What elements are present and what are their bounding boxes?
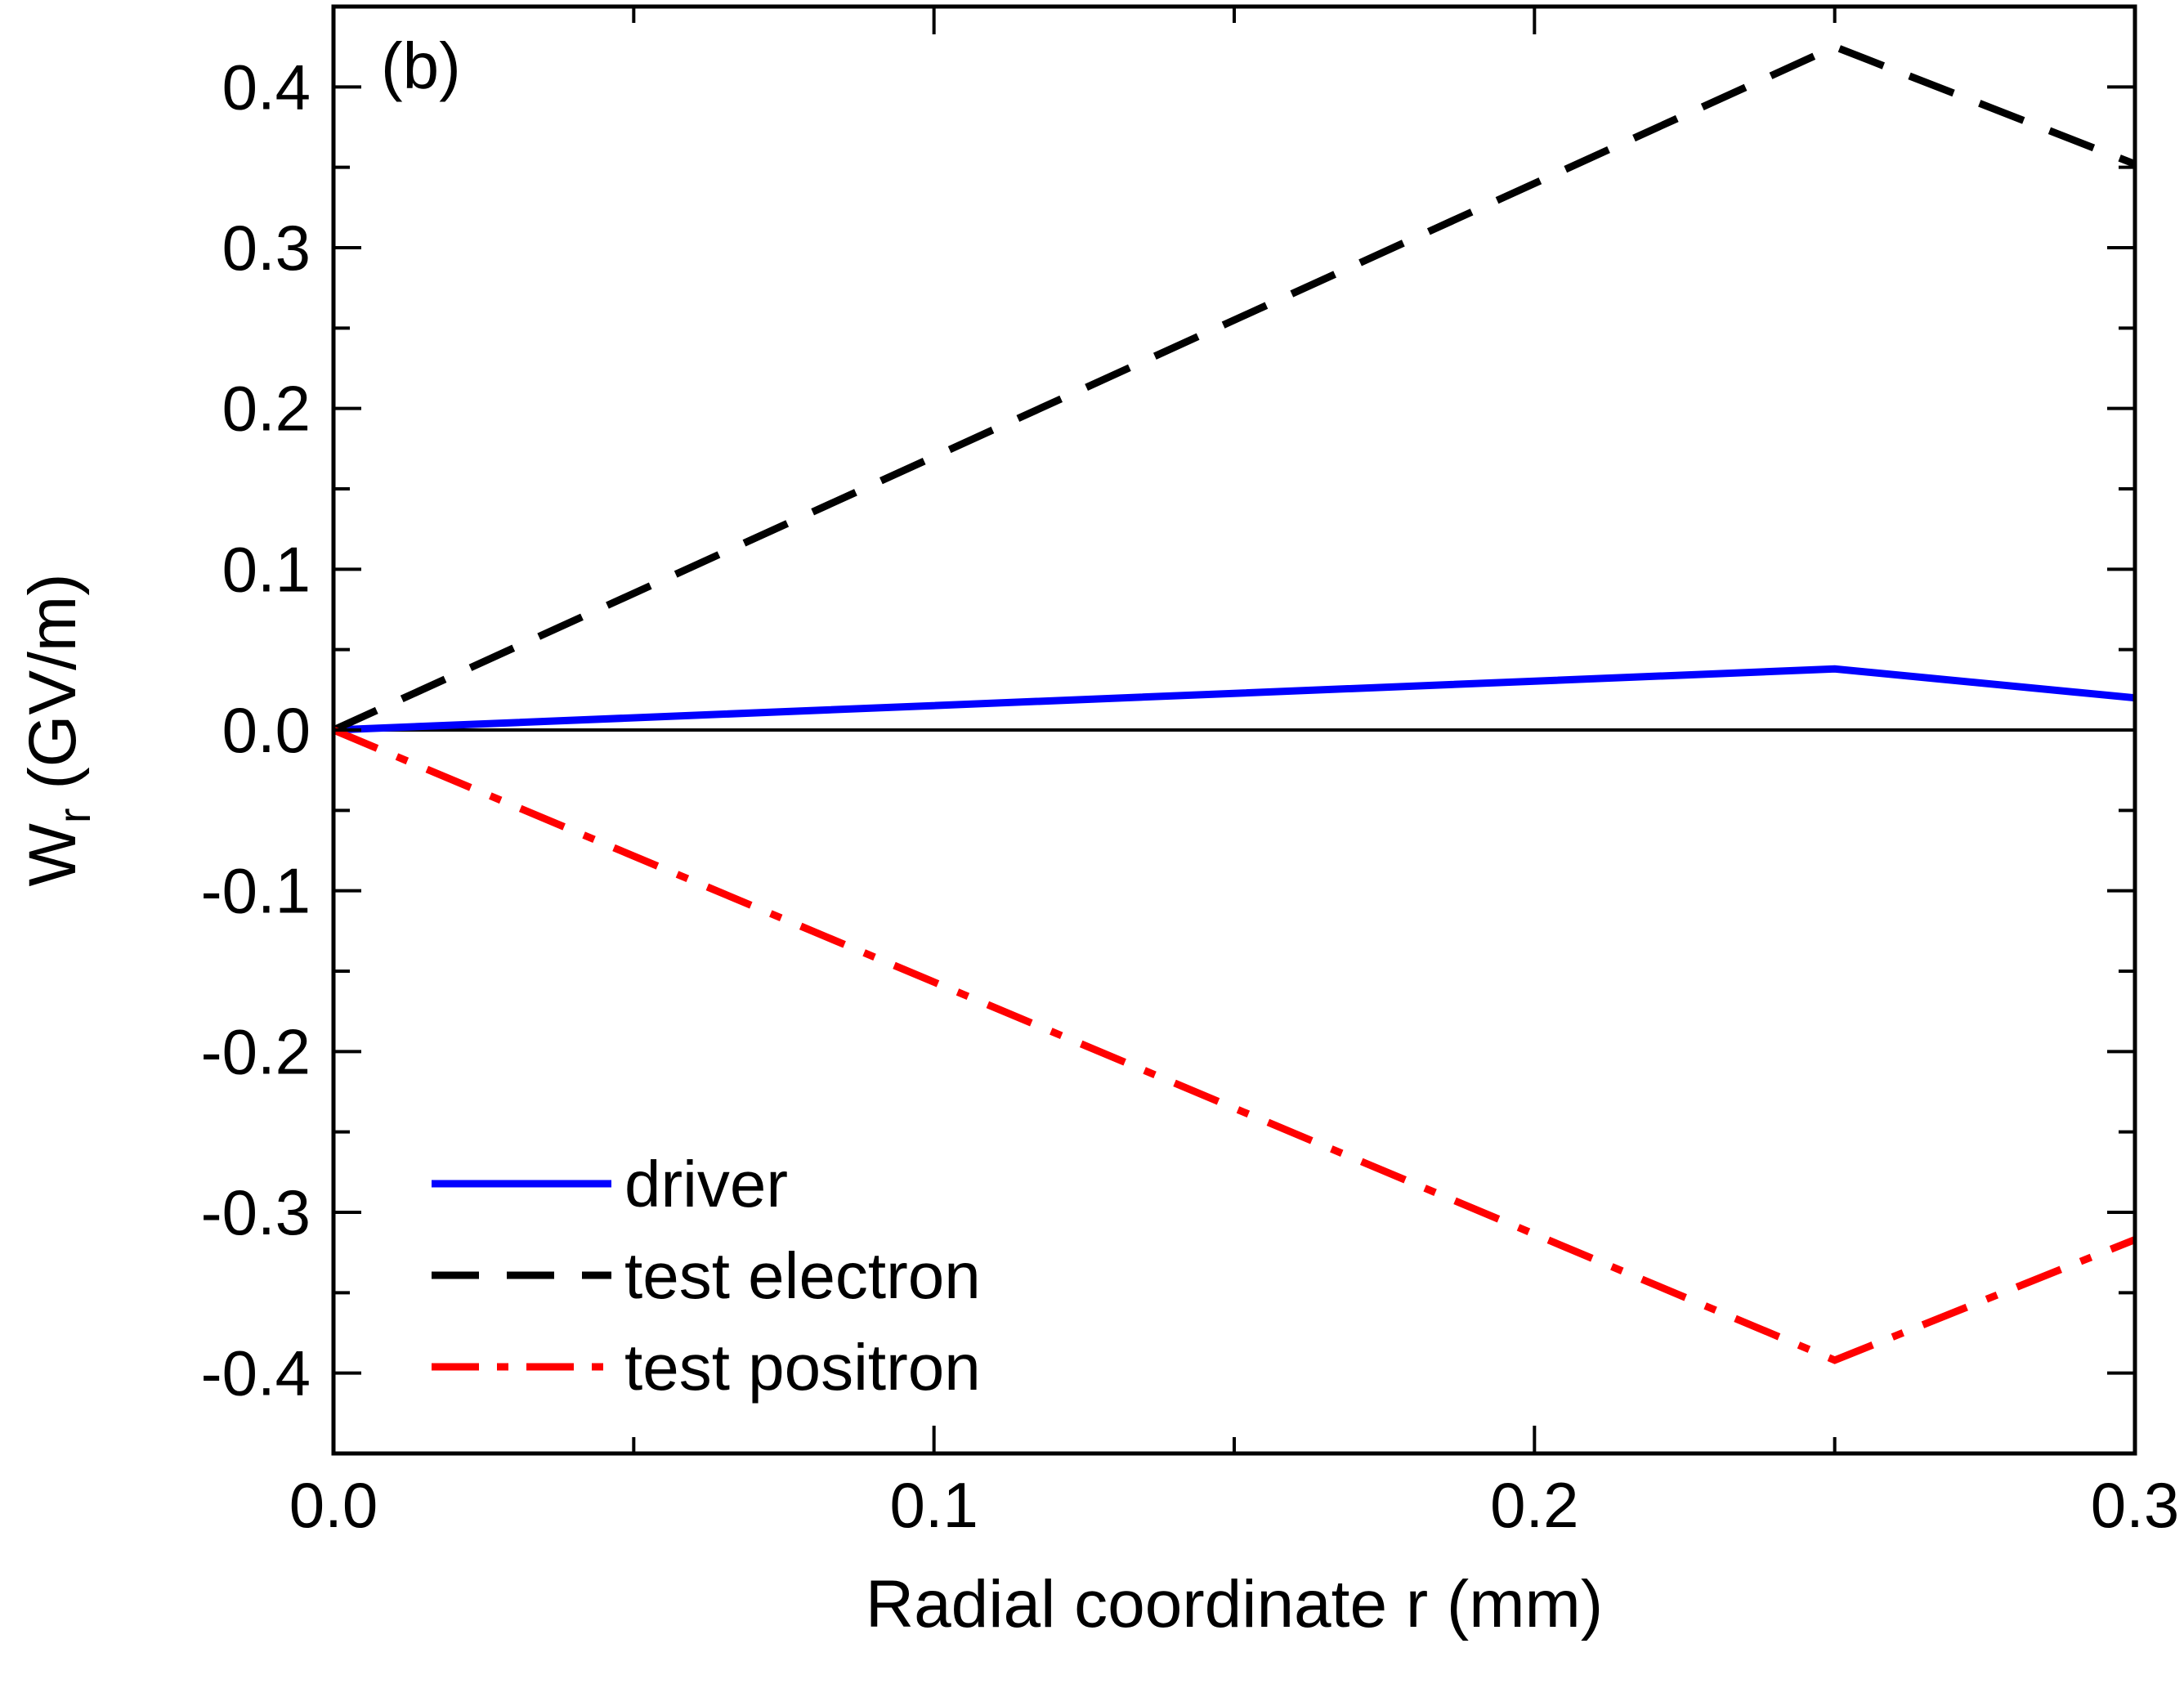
y-axis-title-main: W xyxy=(16,823,90,887)
y-tick-label: 0.1 xyxy=(222,533,311,605)
y-tick-label: -0.2 xyxy=(201,1015,311,1087)
series-layer xyxy=(332,43,2137,1364)
y-tick-label: 0.0 xyxy=(222,694,311,766)
y-tick-label: 0.3 xyxy=(222,212,311,284)
x-tick-label: 0.0 xyxy=(289,1469,378,1541)
x-tick-label: 0.3 xyxy=(2091,1469,2179,1541)
legend-label-driver: driver xyxy=(624,1148,788,1220)
y-axis-title-unit: (GV/m) xyxy=(16,573,90,808)
x-tick-label: 0.1 xyxy=(889,1469,978,1541)
y-tick-label: -0.1 xyxy=(201,855,311,927)
series-line-test-positron xyxy=(332,726,2137,1364)
legend-label-test-positron: test positron xyxy=(624,1331,981,1404)
panel-label: (b) xyxy=(381,29,461,102)
y-axis-title-subscript: r xyxy=(48,808,100,823)
series-line-driver xyxy=(333,665,2136,734)
legend: driver test electron test positron xyxy=(432,1148,981,1404)
y-tick-label: 0.2 xyxy=(222,373,311,445)
x-tick-label: 0.2 xyxy=(1490,1469,1578,1541)
x-axis-title: Radial coordinate r (mm) xyxy=(866,1567,1603,1641)
ticks-layer xyxy=(332,7,2137,1453)
y-tick-label: 0.4 xyxy=(222,51,311,123)
y-tick-label: -0.4 xyxy=(201,1337,311,1409)
legend-label-test-electron: test electron xyxy=(624,1239,981,1312)
y-axis-title: Wr (GV/m) xyxy=(16,573,100,886)
y-tick-label: -0.3 xyxy=(201,1176,311,1248)
series-line-test-electron xyxy=(332,43,2137,734)
tick-labels-layer: 0.0 0.1 0.2 0.3 -0.4 -0.3 -0.2 -0.1 0.0 0.1 0.2 0.3… xyxy=(201,51,2180,1541)
